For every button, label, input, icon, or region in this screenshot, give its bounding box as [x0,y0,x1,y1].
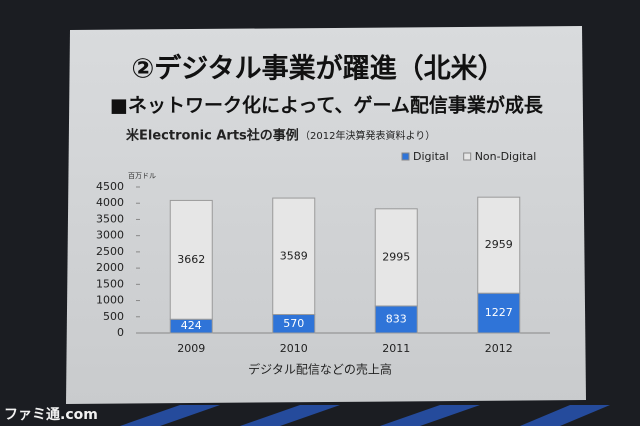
value-label: 3662 [177,253,205,266]
y-tick-label: 4500 [96,180,124,193]
x-tick-label: 2009 [177,342,205,355]
y-tick-label: 3500 [96,212,124,225]
legend-label: Digital [413,150,449,163]
y-tick-label: 4000 [96,196,124,209]
slide-subtitle: ■ネットワーク化によって、ゲーム配信事業が成長 [110,94,544,117]
value-label: 424 [181,319,202,332]
bar-segment [169,199,213,320]
legend-label: Non-Digital [475,150,537,163]
value-label: 833 [386,312,407,325]
value-label: 2995 [382,250,410,263]
y-tick-label: 1000 [96,294,124,307]
bar-segment [477,196,521,294]
x-axis-label: デジタル配信などの売上高 [248,362,392,377]
y-tick-label: 1500 [96,277,124,290]
x-tick-label: 2010 [280,342,308,355]
bar-segment [374,305,418,334]
value-label: 1227 [485,306,513,319]
slide-title: ②デジタル事業が躍進（北米） [131,53,504,85]
y-tick-label: 2500 [96,245,124,258]
x-tick-label: 2011 [382,342,410,355]
bar-segment [374,208,418,307]
y-tick-label: 2000 [96,261,124,274]
value-label: 2959 [485,238,513,251]
y-tick-label: 3000 [96,229,124,242]
legend-swatch [463,152,472,161]
watermark: ファミ通.com [4,407,98,423]
source-note: （2012年決算発表資料より） [300,129,435,142]
floor-stripes [120,405,610,426]
y-tick-label: 0 [117,326,124,339]
bar-segment [272,197,316,316]
legend-swatch [401,152,410,161]
chart-title: 米Electronic Arts社の事例 [126,128,299,144]
value-label: 3589 [280,249,308,262]
y-unit: 百万ドル [128,172,156,180]
y-tick-label: 500 [103,310,124,323]
value-label: 570 [283,317,304,330]
x-tick-label: 2012 [485,342,513,355]
